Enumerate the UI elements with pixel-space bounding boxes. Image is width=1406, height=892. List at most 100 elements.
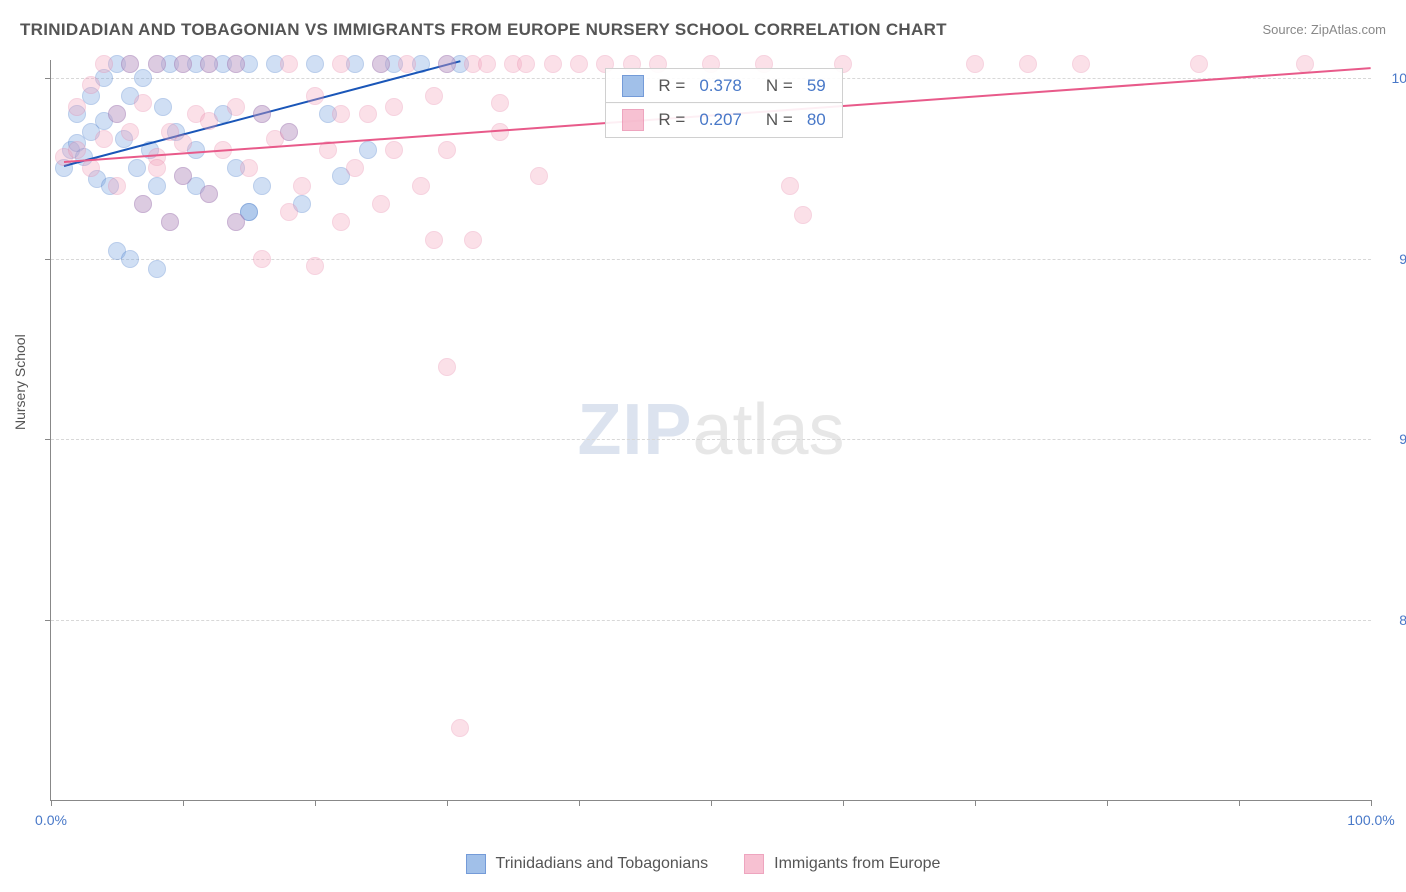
data-point-europe — [68, 141, 86, 159]
data-point-trinidad — [148, 177, 166, 195]
data-point-europe — [161, 213, 179, 231]
data-point-europe — [425, 231, 443, 249]
stat-box-europe: R = 0.207 N = 80 — [605, 102, 842, 138]
data-point-europe — [306, 87, 324, 105]
data-point-europe — [332, 55, 350, 73]
y-tick-mark — [45, 78, 51, 79]
data-point-europe — [174, 134, 192, 152]
x-tick-mark — [843, 800, 844, 806]
y-tick-label: 100.0% — [1379, 70, 1406, 86]
gridline — [51, 439, 1371, 440]
data-point-europe — [1190, 55, 1208, 73]
data-point-europe — [1072, 55, 1090, 73]
data-point-europe — [121, 123, 139, 141]
plot-area: ZIPatlas 100.0%95.0%90.0%85.0%0.0%100.0%… — [50, 60, 1371, 801]
data-point-trinidad — [121, 250, 139, 268]
x-tick-label: 0.0% — [35, 812, 67, 828]
legend-item-europe: Immigants from Europe — [744, 854, 940, 874]
data-point-europe — [108, 105, 126, 123]
x-tick-mark — [183, 800, 184, 806]
source-label: Source: ZipAtlas.com — [1262, 22, 1386, 37]
data-point-europe — [280, 55, 298, 73]
data-point-europe — [478, 55, 496, 73]
data-point-europe — [451, 719, 469, 737]
watermark-part2: atlas — [692, 390, 844, 470]
x-tick-mark — [447, 800, 448, 806]
data-point-europe — [134, 94, 152, 112]
data-point-europe — [227, 213, 245, 231]
legend-swatch-trinidad — [466, 854, 486, 874]
legend-swatch-europe — [744, 854, 764, 874]
data-point-europe — [82, 76, 100, 94]
data-point-europe — [332, 213, 350, 231]
legend-label-trinidad: Trinidadians and Tobagonians — [496, 855, 709, 873]
data-point-europe — [544, 55, 562, 73]
stat-n-value: 80 — [807, 110, 826, 130]
x-tick-mark — [711, 800, 712, 806]
data-point-europe — [332, 105, 350, 123]
data-point-europe — [253, 105, 271, 123]
x-tick-mark — [1107, 800, 1108, 806]
y-axis-label: Nursery School — [12, 334, 28, 430]
data-point-europe — [1019, 55, 1037, 73]
data-point-europe — [200, 185, 218, 203]
y-tick-label: 90.0% — [1379, 431, 1406, 447]
data-point-europe — [200, 112, 218, 130]
y-tick-label: 85.0% — [1379, 612, 1406, 628]
data-point-europe — [464, 231, 482, 249]
y-tick-mark — [45, 439, 51, 440]
data-point-europe — [134, 195, 152, 213]
data-point-europe — [372, 55, 390, 73]
y-tick-mark — [45, 259, 51, 260]
data-point-trinidad — [359, 141, 377, 159]
stat-n-value: 59 — [807, 76, 826, 96]
data-point-europe — [240, 159, 258, 177]
data-point-europe — [1296, 55, 1314, 73]
data-point-europe — [108, 177, 126, 195]
data-point-europe — [966, 55, 984, 73]
data-point-europe — [68, 98, 86, 116]
gridline — [51, 259, 1371, 260]
data-point-trinidad — [128, 159, 146, 177]
legend-label-europe: Immigants from Europe — [774, 855, 940, 873]
data-point-europe — [794, 206, 812, 224]
stat-r-value: 0.207 — [699, 110, 742, 130]
data-point-europe — [570, 55, 588, 73]
data-point-europe — [425, 87, 443, 105]
data-point-europe — [438, 141, 456, 159]
data-point-trinidad — [306, 55, 324, 73]
y-tick-mark — [45, 620, 51, 621]
stat-r-value: 0.378 — [699, 76, 742, 96]
chart-title: TRINIDADIAN AND TOBAGONIAN VS IMMIGRANTS… — [20, 20, 947, 40]
data-point-trinidad — [134, 69, 152, 87]
data-point-europe — [174, 167, 192, 185]
data-point-europe — [293, 177, 311, 195]
data-point-europe — [491, 123, 509, 141]
x-tick-label: 100.0% — [1347, 812, 1394, 828]
data-point-europe — [148, 159, 166, 177]
data-point-trinidad — [148, 260, 166, 278]
data-point-europe — [372, 195, 390, 213]
data-point-europe — [491, 94, 509, 112]
bottom-legend: Trinidadians and Tobagonians Immigants fr… — [0, 854, 1406, 874]
data-point-europe — [530, 167, 548, 185]
data-point-trinidad — [253, 177, 271, 195]
data-point-europe — [438, 358, 456, 376]
data-point-europe — [346, 159, 364, 177]
stat-r-label: R = — [658, 110, 685, 130]
stat-n-label: N = — [766, 76, 793, 96]
data-point-europe — [95, 55, 113, 73]
x-tick-mark — [1239, 800, 1240, 806]
stat-n-label: N = — [766, 110, 793, 130]
data-point-trinidad — [154, 98, 172, 116]
data-point-europe — [306, 257, 324, 275]
data-point-europe — [385, 141, 403, 159]
swatch-europe — [622, 109, 644, 131]
data-point-europe — [227, 55, 245, 73]
x-tick-mark — [315, 800, 316, 806]
legend-item-trinidad: Trinidadians and Tobagonians — [466, 854, 709, 874]
data-point-europe — [517, 55, 535, 73]
data-point-europe — [781, 177, 799, 195]
x-tick-mark — [51, 800, 52, 806]
data-point-europe — [200, 55, 218, 73]
